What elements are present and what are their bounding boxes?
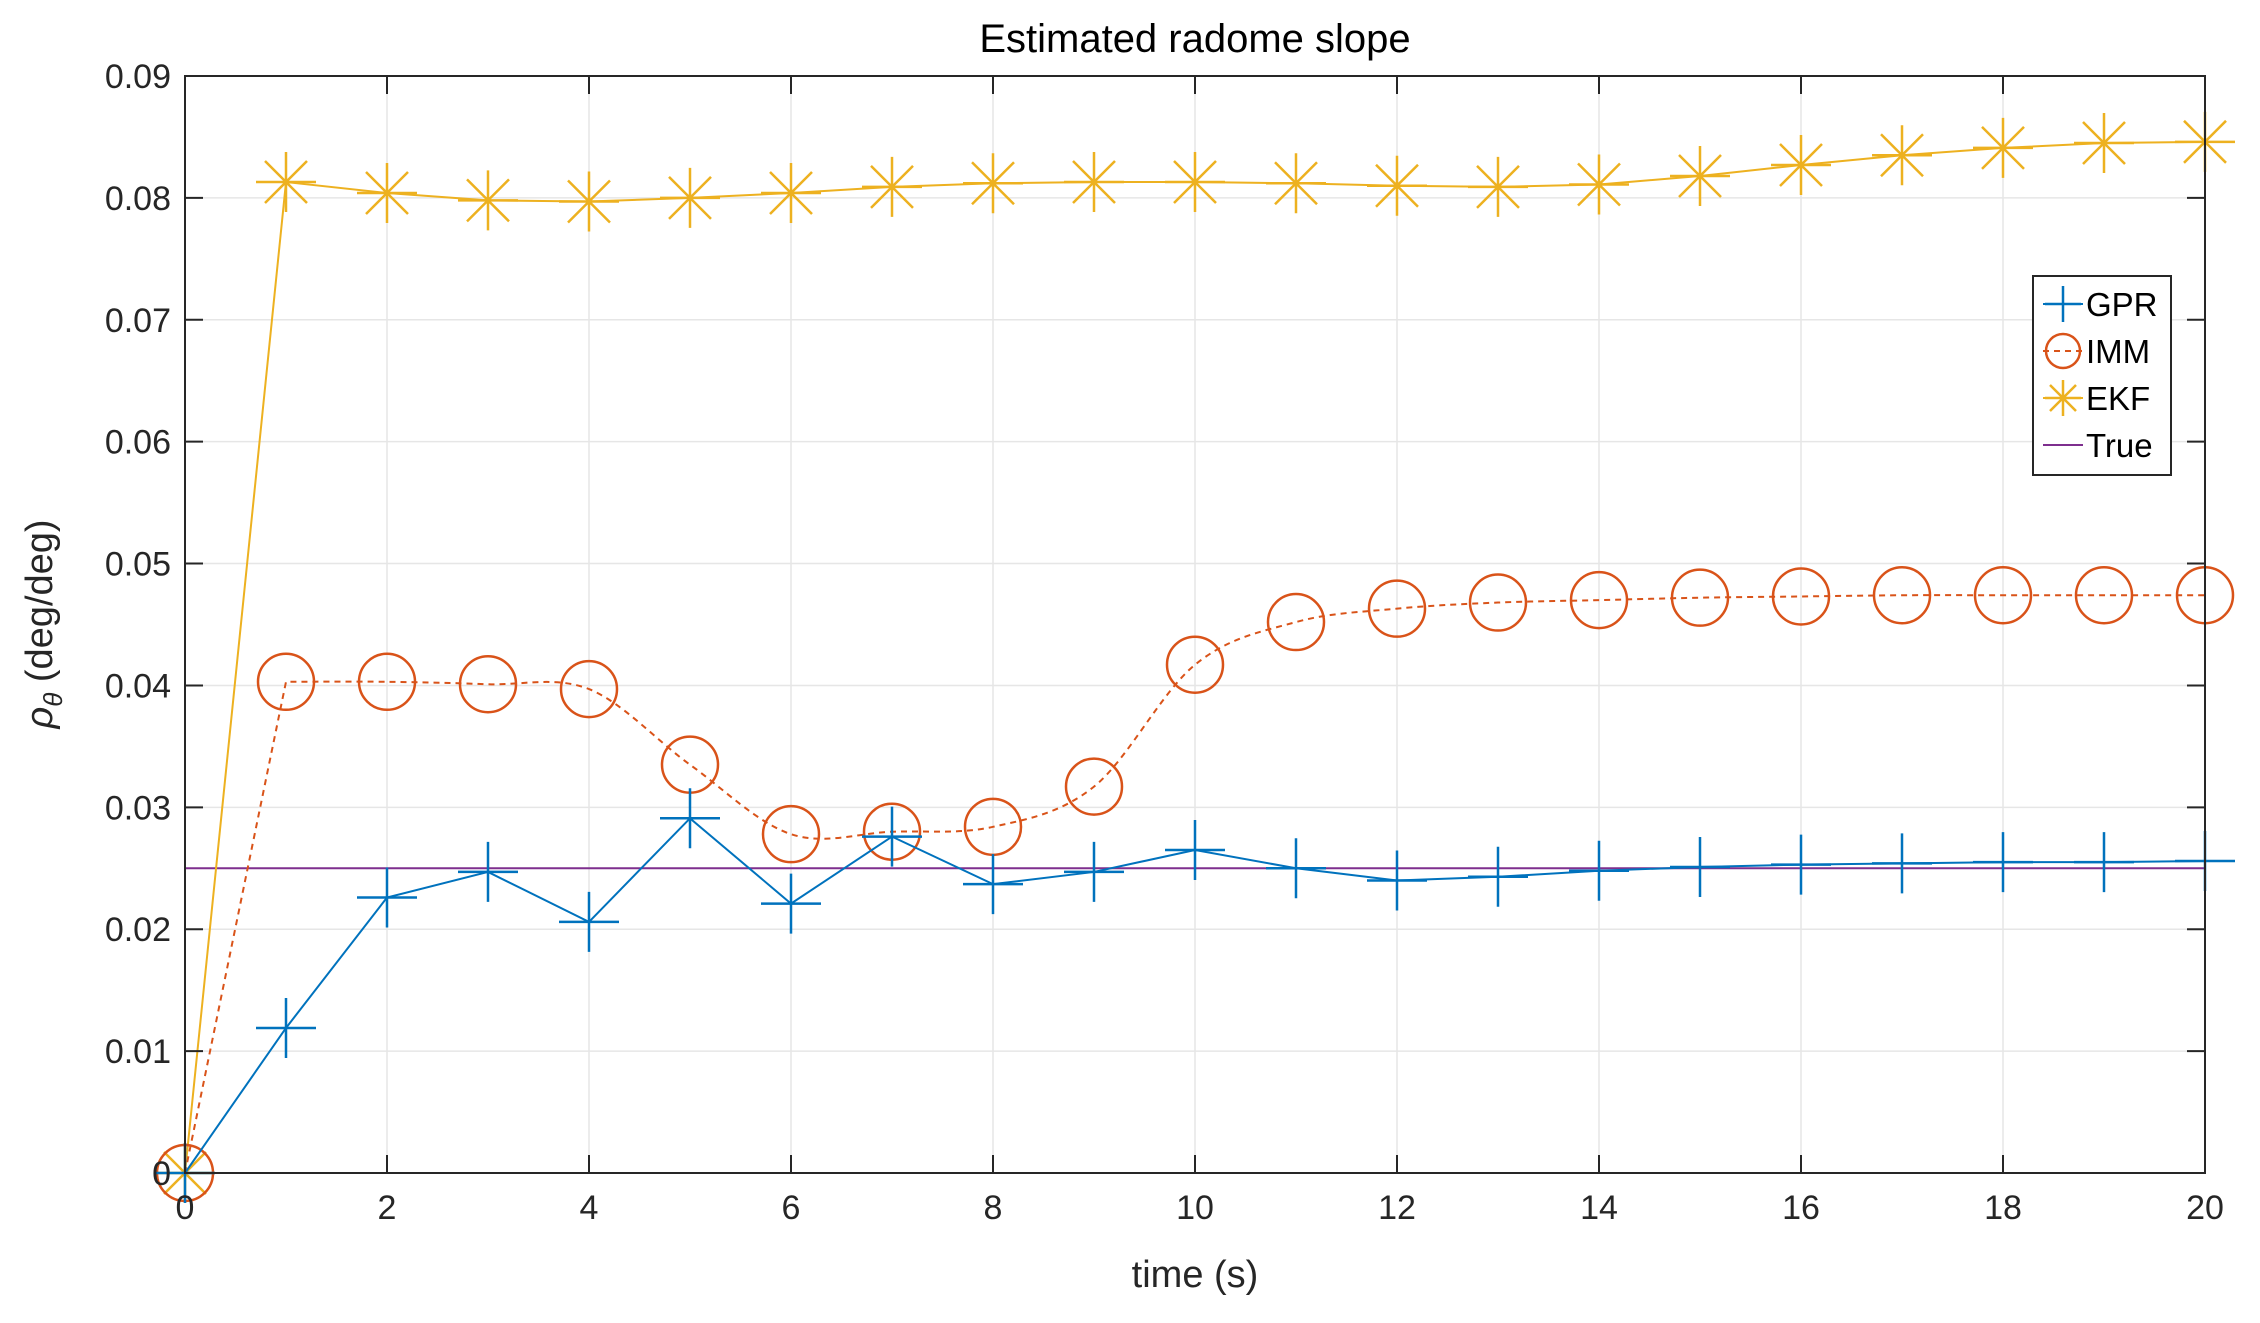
point-gpr: [256, 997, 316, 1058]
x-tick-label: 20: [2186, 1189, 2224, 1227]
chart-title: Estimated radome slope: [979, 17, 1410, 61]
x-tick-label: 0: [176, 1189, 195, 1227]
point-gpr: [660, 788, 720, 849]
y-axis-label-subscript: θ: [38, 693, 68, 707]
legend-entry-gpr: GPR: [2043, 286, 2158, 323]
point-imm: [1872, 565, 1932, 625]
legend-box: [2032, 275, 2172, 476]
point-gpr: [1367, 850, 1427, 911]
legend-entry-ekf: EKF: [2043, 380, 2150, 417]
point-gpr: [1064, 841, 1124, 902]
point-ekf: [1670, 145, 1730, 206]
point-imm: [357, 652, 417, 712]
series-line-imm: [184, 594, 2205, 1174]
y-tick-label: 0: [152, 1155, 171, 1193]
point-ekf: [1973, 117, 2033, 178]
point-gpr: [357, 867, 417, 928]
point-ekf: [256, 152, 316, 213]
point-ekf: [458, 170, 518, 231]
point-ekf: [660, 167, 720, 228]
x-tick-label: 8: [984, 1189, 1003, 1227]
y-tick-label: 0.09: [105, 58, 171, 96]
legend-label-ekf: EKF: [2086, 380, 2150, 417]
point-imm: [458, 654, 518, 714]
point-gpr: [559, 891, 619, 952]
y-tick-label: 0.06: [105, 424, 171, 462]
x-tick-label: 14: [1580, 1189, 1618, 1227]
x-tick-label: 10: [1176, 1189, 1214, 1227]
y-tick-label: 0.03: [105, 789, 171, 827]
series-imm: [155, 565, 2235, 1203]
point-gpr: [1872, 833, 1932, 894]
legend-label-gpr: GPR: [2086, 286, 2158, 323]
y-tick-label: 0.05: [105, 546, 171, 584]
legend-entry-true: True: [2043, 427, 2153, 464]
point-gpr: [1771, 834, 1831, 895]
point-gpr: [458, 841, 518, 902]
legend-label-true: True: [2086, 427, 2153, 464]
x-tick-label: 2: [378, 1189, 397, 1227]
point-ekf: [761, 163, 821, 224]
point-ekf: [1367, 155, 1427, 216]
point-imm: [1165, 635, 1225, 694]
point-gpr: [761, 873, 821, 934]
y-axis-label: ρθ (deg/deg): [19, 519, 68, 729]
point-imm: [1670, 568, 1730, 627]
x-tick-label: 6: [782, 1189, 801, 1227]
point-imm: [761, 804, 821, 864]
point-imm: [1973, 565, 2033, 625]
point-ekf: [1266, 153, 1326, 214]
point-ekf: [1569, 154, 1629, 215]
point-gpr: [1670, 837, 1730, 898]
x-tick-label: 4: [580, 1189, 599, 1227]
series-ekf: [155, 111, 2235, 1203]
point-imm: [1468, 573, 1528, 632]
legend: GPR IMM EKF True: [2032, 275, 2172, 476]
y-tick-label: 0.07: [105, 302, 171, 340]
point-ekf: [862, 156, 922, 217]
point-gpr: [1266, 838, 1326, 899]
point-imm: [256, 652, 316, 712]
x-axis-label: time (s): [1132, 1254, 1259, 1296]
point-ekf: [1165, 152, 1225, 213]
y-tick-label: 0.02: [105, 911, 171, 949]
legend-entry-imm: IMM: [2043, 332, 2150, 370]
point-gpr: [862, 806, 922, 867]
point-ekf: [963, 153, 1023, 214]
y-axis-label-unit: (deg/deg): [19, 519, 61, 692]
point-imm: [559, 659, 619, 719]
point-ekf: [559, 171, 619, 232]
y-tick-label: 0.04: [105, 667, 171, 705]
point-gpr: [963, 854, 1023, 915]
legend-marker-imm: [2044, 332, 2082, 370]
point-imm: [1064, 757, 1124, 816]
point-imm: [1266, 592, 1326, 652]
point-gpr: [1165, 819, 1225, 880]
y-axis-label-symbol: ρ: [19, 707, 61, 730]
legend-marker-gpr: [2045, 286, 2081, 322]
point-ekf: [1872, 125, 1932, 186]
y-tick-label: 0.01: [105, 1033, 171, 1071]
point-ekf: [1468, 156, 1528, 217]
point-gpr: [1468, 846, 1528, 907]
point-ekf: [1064, 152, 1124, 213]
point-imm: [1569, 570, 1629, 630]
y-tick-label: 0.08: [105, 180, 171, 218]
x-tick-label: 18: [1984, 1189, 2022, 1227]
legend-label-imm: IMM: [2086, 333, 2150, 370]
point-imm: [2074, 565, 2134, 625]
legend-marker-ekf: [2045, 380, 2081, 416]
x-tick-label: 16: [1782, 1189, 1820, 1227]
point-gpr: [1973, 832, 2033, 893]
point-imm: [1771, 567, 1831, 626]
point-imm: [1367, 579, 1427, 638]
point-ekf: [357, 163, 417, 224]
point-ekf: [1771, 134, 1831, 195]
point-gpr: [2074, 832, 2134, 893]
point-ekf: [2074, 113, 2134, 174]
x-tick-label: 12: [1378, 1189, 1416, 1227]
point-gpr: [1569, 840, 1629, 901]
ticks: 0 2 4 6 8 10 12 14 16 18 20 0 0.01 0.02 0.03 0.04 0.05 0.…: [105, 58, 2224, 1227]
